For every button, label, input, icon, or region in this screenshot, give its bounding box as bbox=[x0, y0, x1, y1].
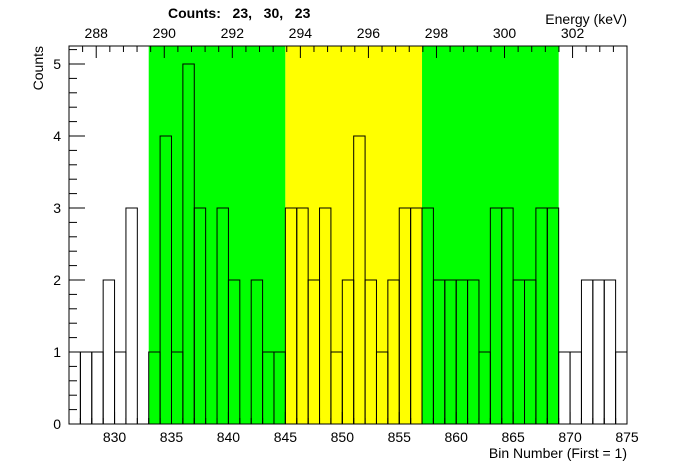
histogram-bin bbox=[125, 207, 138, 424]
x-tick-label: 840 bbox=[217, 429, 241, 445]
top-axis-title: Energy (keV) bbox=[545, 11, 627, 27]
top-tick-label: 292 bbox=[221, 25, 245, 41]
histogram-bin bbox=[79, 351, 93, 424]
histogram-bin bbox=[603, 279, 617, 424]
top-tick-label: 298 bbox=[425, 25, 449, 41]
y-tick-label: 1 bbox=[53, 344, 61, 360]
top-tick-label: 294 bbox=[289, 25, 313, 41]
x-tick-label: 860 bbox=[445, 429, 469, 445]
x-tick-label: 835 bbox=[160, 429, 184, 445]
histogram-bin bbox=[68, 351, 81, 424]
top-tick-label: 300 bbox=[493, 25, 517, 41]
x-tick-label: 830 bbox=[103, 429, 127, 445]
histogram-bin bbox=[546, 207, 560, 424]
top-tick-label: 288 bbox=[85, 25, 109, 41]
histogram-bin bbox=[319, 207, 332, 424]
plot-frame bbox=[68, 45, 628, 425]
x-tick-label: 855 bbox=[388, 429, 412, 445]
histogram-bin bbox=[91, 351, 104, 424]
histogram-bin bbox=[615, 351, 628, 424]
histogram-bin bbox=[569, 351, 582, 424]
x-tick-label: 845 bbox=[274, 429, 298, 445]
x-tick-label: 865 bbox=[501, 429, 525, 445]
histogram-bin bbox=[227, 279, 241, 424]
axis-labels: 830 835 840 845 850 855 860 865 870 875 0 1 2 3 4 5 288 2… bbox=[30, 11, 639, 461]
x-axis-title: Bin Number (First = 1) bbox=[489, 445, 627, 461]
y-tick-label: 2 bbox=[53, 272, 61, 288]
top-tick-label: 296 bbox=[357, 25, 381, 41]
y-tick-label: 0 bbox=[53, 416, 61, 432]
histogram-bin bbox=[159, 135, 172, 424]
top-tick-label: 290 bbox=[153, 25, 177, 41]
histogram-bin bbox=[114, 351, 127, 424]
histogram-bin bbox=[558, 351, 571, 424]
y-tick-label: 3 bbox=[53, 200, 61, 216]
x-tick-label: 875 bbox=[615, 429, 639, 445]
histogram-bin bbox=[193, 207, 207, 424]
axis-ticks bbox=[68, 46, 628, 425]
histogram-bin bbox=[102, 279, 116, 424]
chart-title: Counts: 23, 30, 23 bbox=[168, 5, 311, 21]
top-tick-label: 302 bbox=[561, 25, 585, 41]
x-tick-label: 850 bbox=[331, 429, 355, 445]
x-tick-label: 870 bbox=[558, 429, 582, 445]
axes-frame bbox=[68, 45, 628, 425]
histogram-bin bbox=[592, 279, 605, 424]
histogram-series bbox=[68, 63, 628, 425]
histogram-bin bbox=[580, 279, 594, 424]
y-tick-label: 5 bbox=[53, 56, 61, 72]
y-tick-label: 4 bbox=[53, 128, 61, 144]
y-axis-title: Counts bbox=[30, 46, 46, 90]
